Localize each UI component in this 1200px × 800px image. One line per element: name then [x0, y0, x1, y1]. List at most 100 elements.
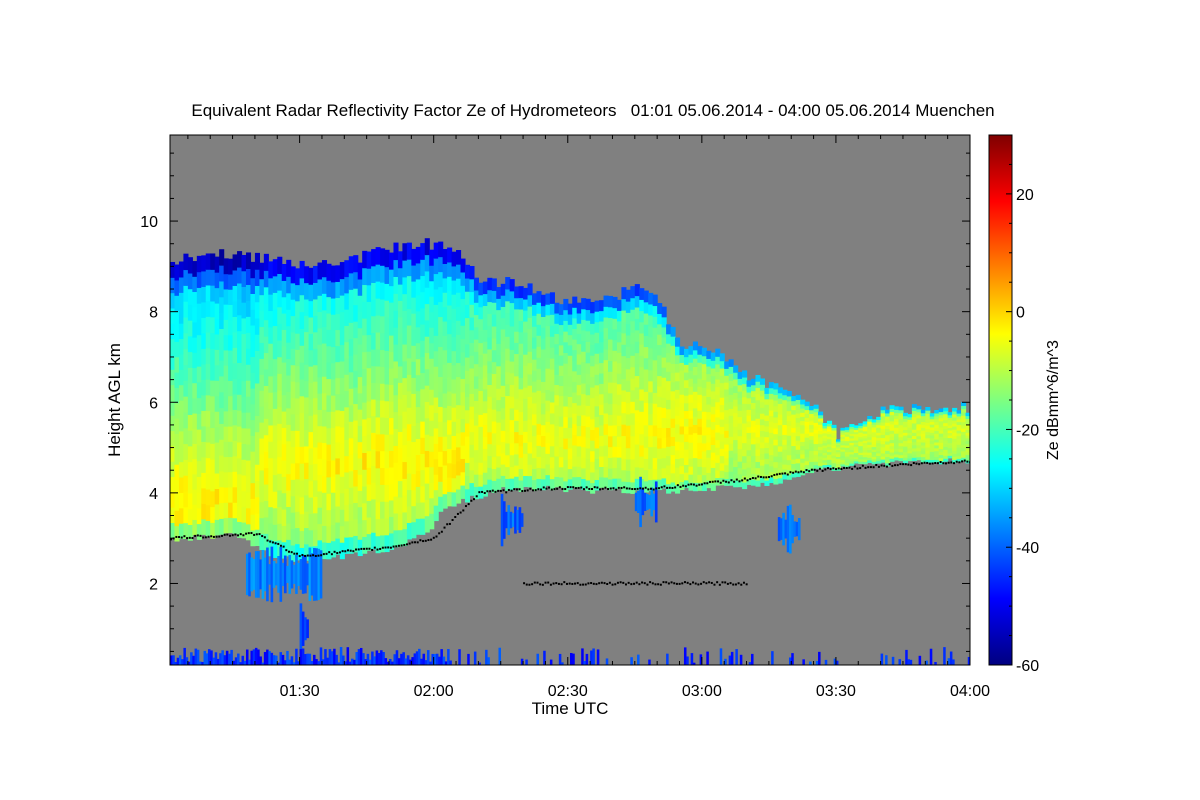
- reflectivity-cell: [214, 272, 220, 289]
- reflectivity-cell: [384, 266, 390, 284]
- reflectivity-cell: [429, 420, 435, 437]
- cloud-base-point: [734, 583, 737, 586]
- reflectivity-cell: [742, 383, 748, 391]
- reflectivity-cell: [540, 424, 547, 437]
- reflectivity-cell: [464, 330, 471, 345]
- reflectivity-cell: [692, 482, 698, 492]
- reflectivity-cell: [871, 448, 877, 453]
- reflectivity-cell: [826, 438, 833, 442]
- reflectivity-cell: [491, 337, 497, 351]
- reflectivity-cell: [719, 375, 725, 384]
- reflectivity-cell: [415, 422, 421, 440]
- reflectivity-cell: [464, 304, 471, 319]
- reflectivity-cell: [536, 401, 542, 413]
- reflectivity-cell: [295, 316, 301, 334]
- reflectivity-cell: [782, 424, 788, 430]
- reflectivity-cell: [228, 258, 234, 275]
- reflectivity-cell: [487, 443, 493, 457]
- reflectivity-cell: [737, 422, 743, 430]
- cloud-base-point: [568, 582, 571, 585]
- reflectivity-cell: [237, 410, 243, 427]
- reflectivity-cell: [420, 323, 426, 341]
- reflectivity-cell: [728, 471, 734, 479]
- reflectivity-cell: [545, 431, 551, 444]
- reflectivity-cell: [961, 424, 967, 429]
- reflectivity-cell: [371, 482, 377, 500]
- reflectivity-cell: [277, 389, 283, 408]
- reflectivity-cell: [657, 406, 663, 418]
- ground-clutter-cell: [949, 651, 953, 665]
- reflectivity-cell: [313, 397, 319, 415]
- reflectivity-cell: [961, 415, 967, 419]
- colorbar-tick-label: 20: [1016, 187, 1034, 204]
- reflectivity-cell: [755, 455, 761, 462]
- reflectivity-cell: [272, 308, 278, 327]
- reflectivity-cell: [643, 391, 649, 404]
- reflectivity-cell: [321, 459, 328, 477]
- reflectivity-cell: [612, 371, 618, 383]
- reflectivity-cell: [733, 473, 739, 481]
- reflectivity-cell: [742, 396, 748, 404]
- reflectivity-cell: [460, 271, 466, 286]
- reflectivity-cell: [241, 522, 247, 539]
- reflectivity-cell: [657, 416, 663, 428]
- reflectivity-cell: [675, 406, 681, 416]
- reflectivity-cell: [965, 457, 970, 461]
- reflectivity-cell: [800, 412, 806, 417]
- reflectivity-cell: [607, 328, 614, 340]
- reflectivity-cell: [692, 424, 698, 434]
- reflectivity-cell: [277, 406, 283, 424]
- reflectivity-cell: [943, 413, 949, 418]
- reflectivity-cell: [491, 409, 497, 422]
- ground-clutter-cell: [929, 648, 933, 665]
- reflectivity-cell: [831, 462, 837, 466]
- reflectivity-cell: [621, 332, 627, 345]
- reflectivity-cell: [317, 441, 323, 459]
- reflectivity-cell: [304, 543, 310, 561]
- reflectivity-cell: [675, 484, 681, 494]
- reflectivity-cell: [809, 439, 815, 444]
- reflectivity-cell: [724, 402, 730, 411]
- reflectivity-cell: [357, 376, 363, 394]
- reflectivity-cell: [456, 348, 462, 364]
- reflectivity-cell: [286, 539, 292, 557]
- reflectivity-cell: [965, 418, 970, 422]
- lower-echo-cell: [275, 563, 278, 586]
- cloud-base-point: [285, 549, 288, 552]
- reflectivity-cell: [205, 316, 211, 333]
- reflectivity-cell: [652, 370, 658, 383]
- reflectivity-cell: [576, 425, 582, 437]
- cloud-base-point: [416, 541, 419, 544]
- reflectivity-cell: [241, 349, 247, 366]
- reflectivity-cell: [281, 525, 287, 543]
- reflectivity-cell: [621, 389, 627, 402]
- reflectivity-cell: [281, 427, 287, 445]
- reflectivity-cell: [826, 436, 833, 440]
- reflectivity-cell: [473, 412, 479, 426]
- reflectivity-cell: [692, 416, 698, 425]
- reflectivity-cell: [947, 419, 953, 423]
- reflectivity-cell: [844, 436, 850, 439]
- reflectivity-cell: [710, 459, 716, 468]
- reflectivity-cell: [500, 317, 506, 330]
- reflectivity-cell: [648, 457, 654, 470]
- reflectivity-cell: [607, 468, 614, 480]
- reflectivity-cell: [612, 296, 618, 309]
- cloud-base-point: [242, 534, 245, 537]
- reflectivity-cell: [254, 334, 260, 351]
- reflectivity-cell: [630, 297, 636, 310]
- reflectivity-cell: [308, 480, 314, 498]
- reflectivity-cell: [478, 414, 484, 427]
- reflectivity-cell: [299, 362, 305, 380]
- reflectivity-cell: [339, 509, 345, 527]
- reflectivity-cell: [357, 262, 363, 280]
- reflectivity-cell: [795, 435, 801, 441]
- reflectivity-cell: [397, 398, 403, 416]
- cloud-base-point: [523, 582, 526, 585]
- reflectivity-cell: [518, 457, 524, 470]
- reflectivity-cell: [429, 466, 435, 483]
- reflectivity-cell: [464, 317, 471, 332]
- reflectivity-cell: [469, 278, 475, 293]
- reflectivity-cell: [934, 421, 940, 426]
- reflectivity-cell: [339, 295, 345, 313]
